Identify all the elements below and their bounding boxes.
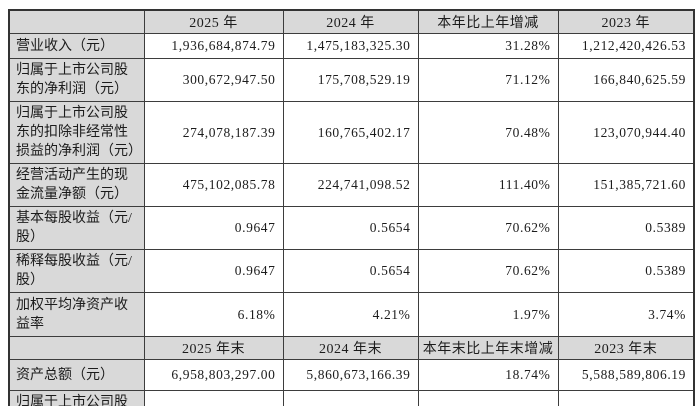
corner-cell: [8, 336, 145, 360]
value-cell: 475,102,085.78: [143, 163, 284, 207]
value-cell: 274,078,187.39: [143, 101, 284, 164]
table-row: 归属于上市公司股东的扣除非经常性损益的净利润（元） 274,078,187.39…: [8, 101, 695, 164]
metric-label: 归属于上市公司股东的净资产（元）: [8, 390, 145, 406]
col-header-yoy-end-change: 本年末比上年末增减: [417, 336, 559, 360]
col-header-2023-end: 2023 年末: [557, 336, 695, 360]
value-cell: 111.40%: [417, 163, 559, 207]
period-header-row: 2025 年 2024 年 本年比上年增减 2023 年: [8, 9, 695, 34]
col-header-yoy-change: 本年比上年增减: [417, 9, 559, 34]
value-cell: 224,741,098.52: [282, 163, 419, 207]
value-cell: 123,070,944.40: [557, 101, 695, 164]
table-row: 归属于上市公司股东的净利润（元） 300,672,947.50 175,708,…: [8, 58, 695, 102]
value-cell: 5,588,589,806.19: [557, 359, 695, 391]
metric-label: 稀释每股收益（元/股）: [8, 249, 145, 293]
value-cell: 6,958,803,297.00: [143, 359, 284, 391]
metric-label: 营业收入（元）: [8, 33, 145, 59]
value-cell: 175,708,529.19: [282, 58, 419, 102]
table-row: 资产总额（元） 6,958,803,297.00 5,860,673,166.3…: [8, 359, 695, 391]
value-cell: 4.21%: [282, 292, 419, 337]
value-cell: 0.5654: [282, 249, 419, 293]
period-end-header-row: 2025 年末 2024 年末 本年末比上年末增减 2023 年末: [8, 336, 695, 360]
financial-summary-table: 2025 年 2024 年 本年比上年增减 2023 年 营业收入（元） 1,9…: [8, 9, 695, 406]
metric-label: 经营活动产生的现金流量净额（元）: [8, 163, 145, 207]
value-cell: 0.9647: [143, 206, 284, 250]
value-cell: 1,212,420,426.53: [557, 33, 695, 59]
value-cell: 18.74%: [417, 359, 559, 391]
value-cell: 0.5654: [282, 206, 419, 250]
col-header-2023: 2023 年: [557, 9, 695, 34]
metric-label: 基本每股收益（元/股）: [8, 206, 145, 250]
value-cell: 0.5389: [557, 249, 695, 293]
corner-cell: [8, 9, 145, 34]
value-cell: 0.5389: [557, 206, 695, 250]
value-cell: 0.9647: [143, 249, 284, 293]
col-header-2025-end: 2025 年末: [143, 336, 284, 360]
value-cell: 70.62%: [417, 206, 559, 250]
value-cell: 151,385,721.60: [557, 163, 695, 207]
table-row: 经营活动产生的现金流量净额（元） 475,102,085.78 224,741,…: [8, 163, 695, 207]
value-cell: 5,860,673,166.39: [282, 359, 419, 391]
value-cell: 1.97%: [417, 292, 559, 337]
value-cell: 3.74%: [557, 292, 695, 337]
value-cell: 31.28%: [417, 33, 559, 59]
table-row: 加权平均净资产收益率 6.18% 4.21% 1.97% 3.74%: [8, 292, 695, 337]
col-header-2025: 2025 年: [143, 9, 284, 34]
col-header-2024: 2024 年: [282, 9, 419, 34]
value-cell: 13.60%: [417, 390, 559, 406]
table-row: 归属于上市公司股东的净资产（元） 5,153,696,324.76 4,536,…: [8, 390, 695, 406]
value-cell: 300,672,947.50: [143, 58, 284, 102]
value-cell: 4,188,533,225.02: [557, 390, 695, 406]
value-cell: 71.12%: [417, 58, 559, 102]
value-cell: 6.18%: [143, 292, 284, 337]
value-cell: 70.62%: [417, 249, 559, 293]
value-cell: 5,153,696,324.76: [143, 390, 284, 406]
value-cell: 160,765,402.17: [282, 101, 419, 164]
metric-label: 资产总额（元）: [8, 359, 145, 391]
table-row: 稀释每股收益（元/股） 0.9647 0.5654 70.62% 0.5389: [8, 249, 695, 293]
metric-label: 归属于上市公司股东的净利润（元）: [8, 58, 145, 102]
metric-label: 归属于上市公司股东的扣除非经常性损益的净利润（元）: [8, 101, 145, 164]
metric-label: 加权平均净资产收益率: [8, 292, 145, 337]
value-cell: 1,475,183,325.30: [282, 33, 419, 59]
value-cell: 1,936,684,874.79: [143, 33, 284, 59]
value-cell: 70.48%: [417, 101, 559, 164]
value-cell: 166,840,625.59: [557, 58, 695, 102]
table-row: 营业收入（元） 1,936,684,874.79 1,475,183,325.3…: [8, 33, 695, 59]
col-header-2024-end: 2024 年末: [282, 336, 419, 360]
table-row: 基本每股收益（元/股） 0.9647 0.5654 70.62% 0.5389: [8, 206, 695, 250]
value-cell: 4,536,694,935.49: [282, 390, 419, 406]
